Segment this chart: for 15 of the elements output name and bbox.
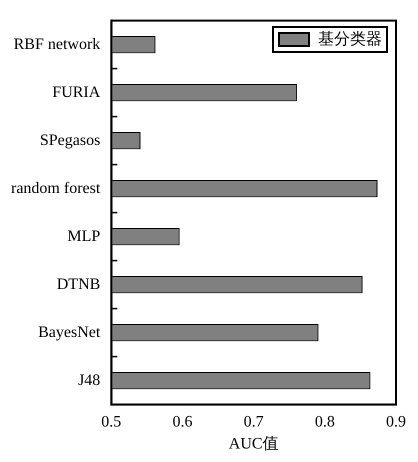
- x-axis-title: AUC值: [228, 436, 279, 453]
- y-tick-label: DTNB: [56, 276, 100, 293]
- y-tick-label: random forest: [10, 180, 101, 197]
- y-tick-label: MLP: [67, 228, 100, 245]
- y-tick-label: FURIA: [52, 84, 101, 101]
- x-tick-label: 0.6: [172, 413, 192, 430]
- y-tick-label: J48: [78, 372, 100, 389]
- y-tick-label: BayesNet: [38, 324, 101, 341]
- x-tick-label: 0.8: [314, 413, 335, 430]
- x-tick-label: 0.5: [101, 413, 122, 430]
- y-tick-label: RBF network: [14, 36, 100, 53]
- y-tick-label: SPegasos: [40, 132, 100, 149]
- x-tick-label: 0.7: [244, 413, 264, 430]
- x-tick-label: 0.9: [386, 413, 406, 430]
- legend-label: 基分类器: [318, 30, 382, 50]
